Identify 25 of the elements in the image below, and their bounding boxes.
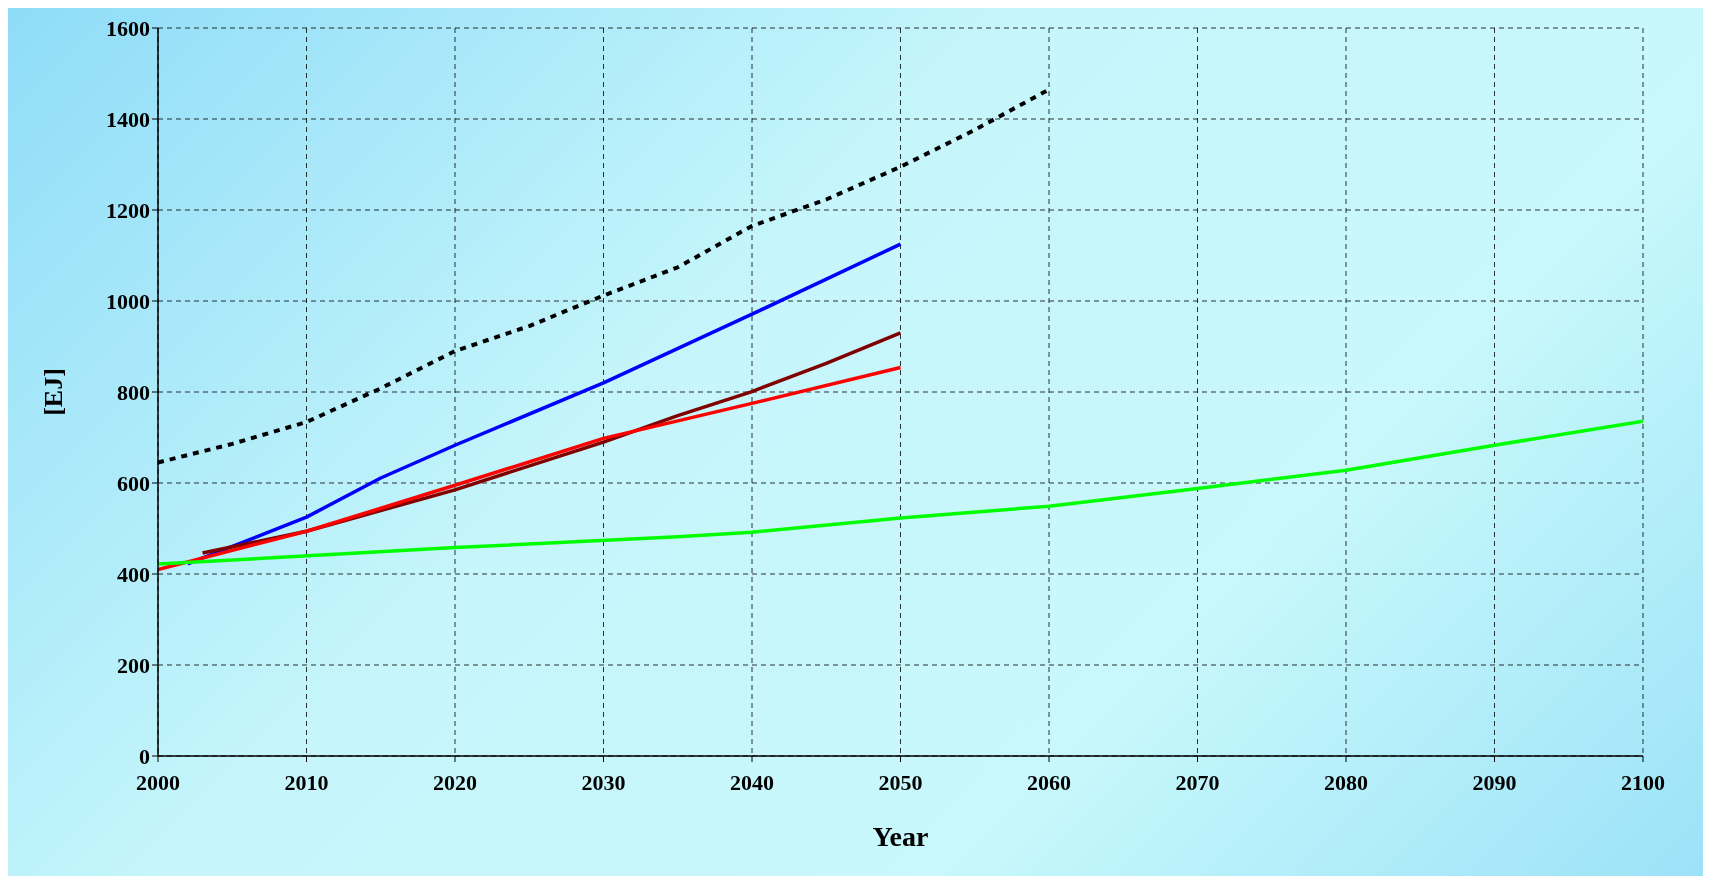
- x-tick-label: 2040: [730, 769, 774, 795]
- y-tick-label: 1400: [106, 106, 150, 132]
- line-series: [158, 419, 1643, 566]
- y-tick-label: 1600: [106, 15, 150, 41]
- y-tick-label: 0: [139, 743, 150, 769]
- y-tick-label: 400: [117, 561, 150, 587]
- x-tick-label: 2060: [1027, 769, 1071, 795]
- y-tick-label: 600: [117, 470, 150, 496]
- y-tick-label: 200: [117, 652, 150, 678]
- x-tick-label: 2070: [1175, 769, 1220, 795]
- x-tick-label: 2090: [1472, 769, 1517, 795]
- x-tick-label: 2080: [1324, 769, 1368, 795]
- x-tick-label: 2030: [581, 769, 626, 795]
- y-axis-title: [EJ]: [39, 368, 69, 416]
- x-tick-label: 2000: [136, 769, 180, 795]
- y-tick-label: 1200: [106, 197, 150, 223]
- x-axis-title: Year: [872, 821, 929, 852]
- x-tick-label: 2010: [284, 769, 329, 795]
- y-tick-label: 1000: [106, 288, 150, 314]
- line-series: [185, 242, 903, 566]
- y-tick-label: 800: [117, 379, 150, 405]
- x-tick-label: 2020: [433, 769, 477, 795]
- x-tick-label: 2050: [878, 769, 923, 795]
- x-tick-label: 2100: [1621, 769, 1665, 795]
- line-series: [158, 365, 903, 572]
